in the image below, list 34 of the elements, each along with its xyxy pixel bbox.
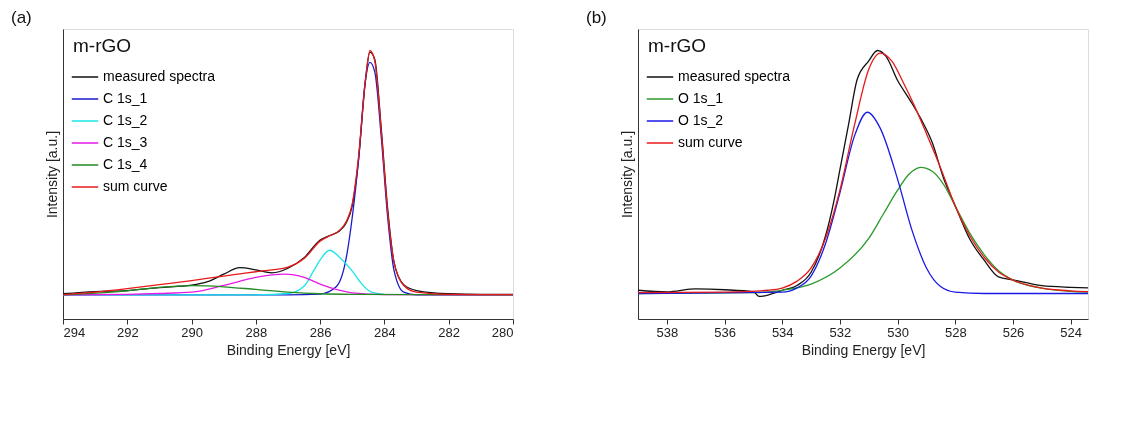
- annotation: m-rGO: [648, 35, 707, 56]
- chart-title: (b): [586, 8, 607, 27]
- legend-label: O 1s_1: [678, 90, 724, 106]
- x-tick-label: 526: [1002, 324, 1025, 340]
- x-tick-label: 532: [829, 324, 852, 340]
- x-tick-label: 538: [656, 324, 679, 340]
- legend-label: C 1s_3: [103, 134, 148, 150]
- x-tick-label: 534: [771, 324, 794, 340]
- legend-label: sum curve: [678, 134, 743, 150]
- x-axis-title: Binding Energy [eV]: [801, 341, 926, 358]
- x-tick-label: 282: [438, 324, 461, 340]
- y-axis-title: Intensity [a.u.]: [43, 130, 60, 219]
- legend-label: sum curve: [103, 178, 168, 194]
- chart-title: (a): [11, 8, 32, 27]
- x-tick-label: 528: [944, 324, 967, 340]
- x-tick-label: 292: [116, 324, 139, 340]
- legend-label: C 1s_4: [103, 156, 148, 172]
- annotation: m-rGO: [73, 35, 132, 56]
- y-axis-title: Intensity [a.u.]: [618, 130, 635, 219]
- x-tick-label: 294: [63, 324, 86, 340]
- legend-label: measured spectra: [103, 68, 216, 84]
- x-tick-label: 284: [374, 324, 396, 340]
- x-tick-label: 290: [181, 324, 203, 340]
- legend-label: C 1s_1: [103, 90, 148, 106]
- x-tick-label: 288: [245, 324, 268, 340]
- x-axis-title: Binding Energy [eV]: [226, 341, 351, 358]
- legend-label: O 1s_2: [678, 112, 724, 128]
- x-tick-label: 286: [309, 324, 332, 340]
- legend-label: measured spectra: [678, 68, 791, 84]
- x-tick-label: 530: [887, 324, 909, 340]
- x-tick-label: 524: [1060, 324, 1083, 340]
- legend-label: C 1s_2: [103, 112, 148, 128]
- x-tick-label: 536: [714, 324, 736, 340]
- x-tick-label: 280: [491, 324, 514, 340]
